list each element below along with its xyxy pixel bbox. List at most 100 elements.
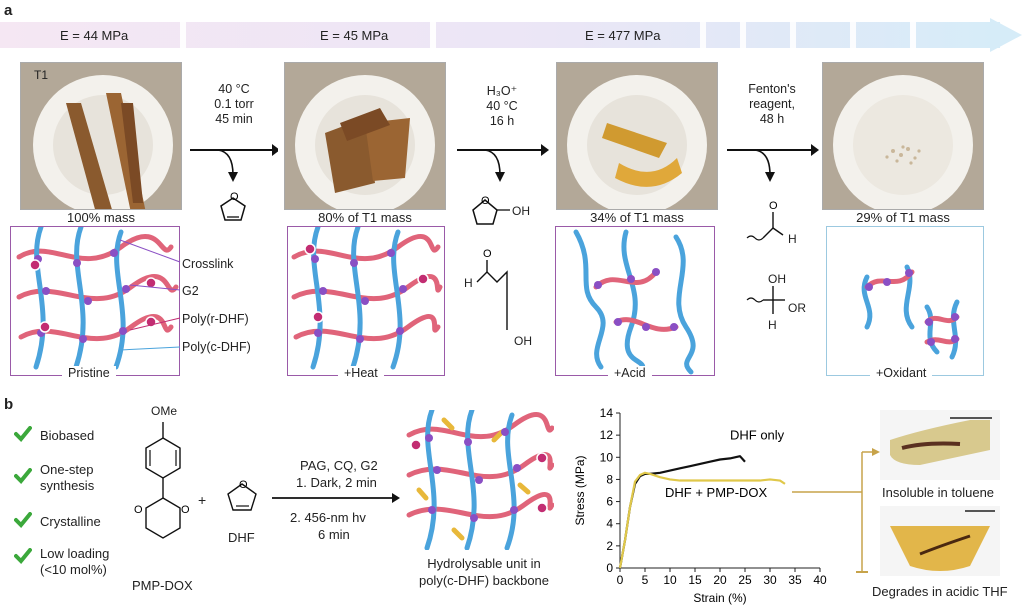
step2-line-2: 40 °C xyxy=(486,99,518,113)
sample-label: T1 xyxy=(34,68,49,82)
photo-acid xyxy=(556,62,718,210)
check-low-loading: Low loading (<10 mol%) xyxy=(40,546,109,578)
check-one-step: One-step synthesis xyxy=(40,462,94,494)
network-heat xyxy=(287,224,445,376)
network-label-heat: +Heat xyxy=(338,366,384,380)
legend-leader-lines xyxy=(120,239,181,351)
check-icon-3 xyxy=(14,512,32,533)
dhf-name: DHF xyxy=(228,530,255,545)
svg-text:O: O xyxy=(134,504,143,516)
panel-a-letter: a xyxy=(4,2,13,19)
x-axis-label: Strain (%) xyxy=(693,591,746,605)
photo-pristine xyxy=(20,62,182,210)
modulus-label-1: E = 44 MPa xyxy=(60,28,129,43)
network-label-acid: +Acid xyxy=(608,366,652,380)
product-label-1: Hydrolysable unit in xyxy=(427,556,541,571)
legend-poly-c-dhf: Poly(c-DHF) xyxy=(182,340,251,354)
y-axis-label: Stress (MPa) xyxy=(573,455,587,525)
x-tick-label: 20 xyxy=(713,573,727,587)
check-crystalline: Crystalline xyxy=(40,514,101,529)
x-tick-label: 30 xyxy=(763,573,777,587)
x-tick-label: 40 xyxy=(813,573,827,587)
x-tick-label: 25 xyxy=(738,573,752,587)
step1-conditions: 40 °C 0.1 torr 45 min xyxy=(190,82,278,127)
x-tick-label: 10 xyxy=(663,573,677,587)
photo-heat xyxy=(284,62,446,210)
panel-b-letter: b xyxy=(4,396,14,413)
arrow-step3: O xyxy=(727,144,819,314)
check-icon-4 xyxy=(14,548,32,569)
step3-line-1: Fenton's xyxy=(748,82,796,96)
dhf-structure: O xyxy=(227,479,257,511)
conditions-line-3: 2. 456-nm hv xyxy=(290,510,366,525)
photo-toluene xyxy=(880,410,1000,480)
check-one-step-line-2: synthesis xyxy=(40,478,95,493)
svg-text:O: O xyxy=(181,504,190,516)
stress-strain-chart: 0 5 10 15 20 25 30 35 40 0 2 4 6 8 10 12 14 Strain (%) Str… xyxy=(573,406,827,605)
product-label-2: poly(c-DHF) backbone xyxy=(418,573,550,588)
arrow-step2: O O xyxy=(457,144,549,330)
mass-acid: 34% of T1 mass xyxy=(590,210,684,225)
y-tick-label: 6 xyxy=(606,495,613,509)
y-tick-label: 14 xyxy=(600,406,614,420)
plus-sign: + xyxy=(198,492,207,508)
series-line-1 xyxy=(618,455,746,569)
network-label-oxidant: +Oxidant xyxy=(870,366,933,380)
pmp-dox-structure: O O xyxy=(134,422,190,539)
y-tick-label: 12 xyxy=(600,428,614,442)
x-tick-label: 0 xyxy=(617,573,624,587)
check-low-loading-line-1: Low loading xyxy=(40,546,110,561)
y-tick-label: 2 xyxy=(606,539,613,553)
step3-conditions: Fenton's reagent, 48 h xyxy=(728,82,816,127)
pmp-dox-name: PMP-DOX xyxy=(132,578,193,593)
mass-oxidant: 29% of T1 mass xyxy=(856,210,950,225)
check-icon-2 xyxy=(14,468,32,489)
hemiacetal-or-label: OR xyxy=(788,301,806,315)
reaction-arrow-b xyxy=(272,493,400,503)
step2-line-3: 16 h xyxy=(489,114,515,128)
modulus-label-2: E = 45 MPa xyxy=(320,28,389,43)
svg-text:O: O xyxy=(239,479,248,491)
hemiacetal-h-label: H xyxy=(768,318,777,332)
svg-text:O: O xyxy=(769,200,778,212)
pmp-dox-substituent: OMe xyxy=(151,404,178,418)
product-network xyxy=(404,407,555,551)
thf-oh-label: OH xyxy=(512,204,530,218)
y-tick-label: 4 xyxy=(606,517,613,531)
thf-caption: Degrades in acidic THF xyxy=(872,584,1008,599)
step1-line-3: 45 min xyxy=(215,112,253,126)
step2-line-1: H₃O⁺ xyxy=(486,84,518,98)
progress-banner xyxy=(0,18,1022,52)
step1-line-1: 40 °C xyxy=(218,82,250,96)
step2-conditions: H₃O⁺ 40 °C 16 h xyxy=(458,84,546,129)
aldehyde-oh-label: OH xyxy=(514,334,532,348)
check-one-step-line-1: One-step xyxy=(40,462,94,477)
series-label-2: DHF + PMP-DOX xyxy=(665,485,768,500)
legend-g2: G2 xyxy=(182,284,199,298)
network-pristine xyxy=(10,224,180,376)
x-tick-label: 35 xyxy=(788,573,802,587)
y-tick-label: 10 xyxy=(600,450,614,464)
legend-poly-r-dhf: Poly(r-DHF) xyxy=(182,312,249,326)
x-tick-label: 5 xyxy=(642,573,649,587)
series-label-1: DHF only xyxy=(730,428,785,443)
toluene-caption: Insoluble in toluene xyxy=(882,485,995,500)
aldehyde-h-label: H xyxy=(464,276,473,290)
network-label-pristine: Pristine xyxy=(62,366,116,380)
svg-text:O: O xyxy=(481,195,490,207)
check-icon-1 xyxy=(14,426,32,447)
step1-line-2: 0.1 torr xyxy=(214,97,254,111)
photo-thf xyxy=(880,506,1000,576)
conditions-line-4: 6 min xyxy=(318,527,350,542)
mass-heat: 80% of T1 mass xyxy=(318,210,412,225)
hemiacetal-oh-label: OH xyxy=(768,272,786,286)
y-tick-label: 8 xyxy=(606,472,613,486)
network-oxidant xyxy=(826,226,984,376)
modulus-label-3: E = 477 MPa xyxy=(585,28,661,43)
y-tick-label: 0 xyxy=(606,561,613,575)
network-acid xyxy=(555,226,715,376)
conditions-line-1: PAG, CQ, G2 xyxy=(300,458,378,473)
series-line-2 xyxy=(618,471,786,569)
mass-pristine: 100% mass xyxy=(67,210,135,225)
chart-connector xyxy=(792,448,880,573)
